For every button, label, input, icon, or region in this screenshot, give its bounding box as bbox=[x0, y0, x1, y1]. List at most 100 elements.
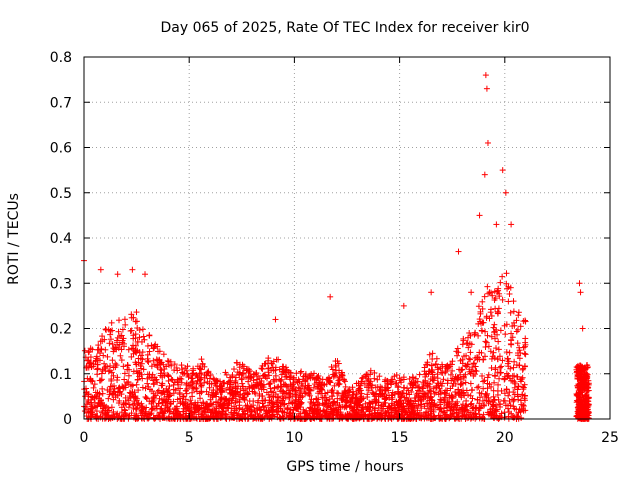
data-point bbox=[261, 414, 268, 421]
data-point bbox=[293, 370, 300, 377]
data-point bbox=[324, 389, 331, 396]
data-point bbox=[125, 378, 132, 385]
outlier-point bbox=[483, 85, 490, 92]
data-point bbox=[492, 412, 499, 419]
data-point bbox=[514, 350, 521, 357]
data-point bbox=[263, 375, 270, 382]
data-point bbox=[255, 415, 262, 422]
data-point bbox=[487, 408, 494, 415]
data-point bbox=[187, 397, 194, 404]
data-point bbox=[156, 395, 163, 402]
data-point bbox=[133, 318, 140, 325]
data-point bbox=[231, 409, 238, 416]
data-point bbox=[128, 314, 135, 321]
data-point bbox=[520, 365, 527, 372]
data-point bbox=[166, 383, 173, 390]
data-point bbox=[496, 401, 503, 408]
data-point bbox=[277, 399, 284, 406]
data-point bbox=[189, 393, 196, 400]
data-point bbox=[481, 293, 488, 300]
data-point bbox=[343, 393, 350, 400]
data-point bbox=[134, 370, 141, 377]
data-point bbox=[430, 408, 437, 415]
data-point bbox=[453, 348, 460, 355]
data-point bbox=[136, 349, 143, 356]
data-point bbox=[466, 329, 473, 336]
data-point bbox=[130, 345, 137, 352]
data-point bbox=[488, 355, 495, 362]
data-point bbox=[479, 327, 486, 334]
data-point bbox=[130, 393, 137, 400]
data-point bbox=[174, 378, 181, 385]
data-point bbox=[582, 376, 589, 383]
data-point bbox=[86, 409, 93, 416]
data-point bbox=[521, 350, 528, 357]
data-point bbox=[485, 411, 492, 418]
y-tick-label: 0.3 bbox=[50, 276, 72, 292]
data-point bbox=[119, 337, 126, 344]
data-point bbox=[475, 332, 482, 339]
data-point bbox=[144, 380, 151, 387]
data-point bbox=[173, 364, 180, 371]
data-point bbox=[278, 376, 285, 383]
data-point bbox=[101, 360, 108, 367]
data-point bbox=[178, 379, 185, 386]
data-point bbox=[104, 353, 111, 360]
data-point bbox=[496, 375, 503, 382]
data-point bbox=[123, 411, 130, 418]
data-point bbox=[425, 380, 432, 387]
data-point bbox=[124, 366, 131, 373]
data-point bbox=[355, 386, 362, 393]
data-point bbox=[460, 389, 467, 396]
data-point bbox=[154, 379, 161, 386]
data-point bbox=[513, 406, 520, 413]
data-point bbox=[413, 412, 420, 419]
data-point bbox=[486, 381, 493, 388]
data-point bbox=[108, 319, 115, 326]
data-point bbox=[491, 296, 498, 303]
data-point bbox=[491, 354, 498, 361]
data-point bbox=[194, 373, 201, 380]
data-point bbox=[265, 380, 272, 387]
data-point bbox=[370, 390, 377, 397]
data-point bbox=[125, 346, 132, 353]
data-point bbox=[229, 389, 236, 396]
data-point bbox=[326, 377, 333, 384]
data-point bbox=[414, 407, 421, 414]
data-point bbox=[495, 346, 502, 353]
data-point bbox=[152, 392, 159, 399]
data-point bbox=[483, 392, 490, 399]
data-point bbox=[171, 361, 178, 368]
data-point bbox=[93, 353, 100, 360]
data-point bbox=[429, 377, 436, 384]
data-point bbox=[424, 405, 431, 412]
data-point bbox=[150, 381, 157, 388]
data-point bbox=[88, 364, 95, 371]
data-point bbox=[207, 371, 214, 378]
data-point bbox=[135, 415, 142, 422]
data-point bbox=[459, 401, 466, 408]
data-point bbox=[260, 372, 267, 379]
data-point bbox=[449, 367, 456, 374]
data-point bbox=[574, 384, 581, 391]
outlier-point bbox=[455, 248, 462, 255]
data-point bbox=[350, 388, 357, 395]
data-point bbox=[398, 379, 405, 386]
y-tick-label: 0.1 bbox=[50, 367, 72, 383]
data-point bbox=[225, 378, 232, 385]
data-point bbox=[228, 405, 235, 412]
data-point bbox=[288, 373, 295, 380]
data-point bbox=[350, 411, 357, 418]
data-point bbox=[295, 401, 302, 408]
axis-ticks: 0 5 10 15 20 25 0 0.1 0.2 0.3 0.4 0.5 0.6 0.7 0.8 bbox=[50, 50, 619, 446]
data-point bbox=[133, 381, 140, 388]
data-point bbox=[469, 395, 476, 402]
data-point bbox=[465, 355, 472, 362]
data-point bbox=[256, 380, 263, 387]
data-point bbox=[382, 408, 389, 415]
data-point bbox=[102, 412, 109, 419]
data-point bbox=[469, 364, 476, 371]
data-point bbox=[330, 399, 337, 406]
data-point bbox=[366, 408, 373, 415]
outlier-point bbox=[481, 171, 488, 178]
